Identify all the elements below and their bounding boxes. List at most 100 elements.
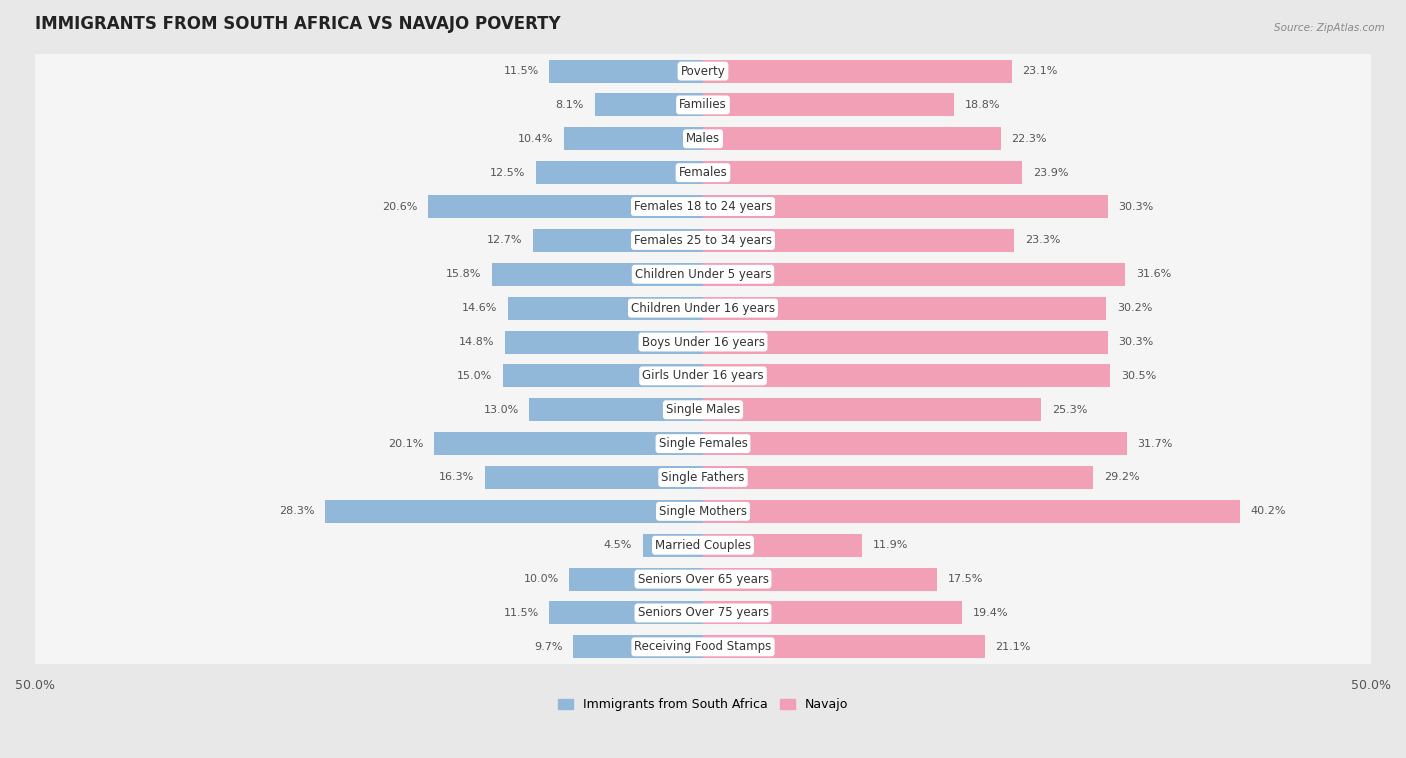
Text: 31.7%: 31.7% xyxy=(1137,439,1173,449)
Text: 10.4%: 10.4% xyxy=(517,134,554,144)
FancyBboxPatch shape xyxy=(1,325,1405,359)
Text: 12.5%: 12.5% xyxy=(489,168,526,177)
Bar xyxy=(574,635,703,659)
Text: 11.9%: 11.9% xyxy=(873,540,908,550)
Text: Receiving Food Stamps: Receiving Food Stamps xyxy=(634,641,772,653)
Bar xyxy=(703,568,936,590)
Text: 17.5%: 17.5% xyxy=(948,574,983,584)
FancyBboxPatch shape xyxy=(1,291,1405,325)
Text: 15.8%: 15.8% xyxy=(446,269,481,279)
Text: Females: Females xyxy=(679,166,727,179)
Text: Source: ZipAtlas.com: Source: ZipAtlas.com xyxy=(1274,23,1385,33)
Text: 23.9%: 23.9% xyxy=(1033,168,1069,177)
FancyBboxPatch shape xyxy=(1,630,1405,664)
FancyBboxPatch shape xyxy=(1,155,1405,190)
Text: Children Under 16 years: Children Under 16 years xyxy=(631,302,775,315)
Bar xyxy=(703,500,1240,523)
Text: Females 18 to 24 years: Females 18 to 24 years xyxy=(634,200,772,213)
Text: 21.1%: 21.1% xyxy=(995,642,1031,652)
Bar xyxy=(703,330,1108,353)
FancyBboxPatch shape xyxy=(1,122,1405,155)
Bar xyxy=(643,534,703,556)
Bar xyxy=(550,60,703,83)
Text: Single Fathers: Single Fathers xyxy=(661,471,745,484)
Text: Poverty: Poverty xyxy=(681,64,725,77)
Text: 19.4%: 19.4% xyxy=(973,608,1008,618)
Text: 23.3%: 23.3% xyxy=(1025,236,1060,246)
Text: 30.5%: 30.5% xyxy=(1121,371,1156,381)
Text: Seniors Over 75 years: Seniors Over 75 years xyxy=(637,606,769,619)
Text: 9.7%: 9.7% xyxy=(534,642,562,652)
Bar xyxy=(325,500,703,523)
Bar xyxy=(703,432,1126,455)
Bar xyxy=(703,229,1014,252)
Legend: Immigrants from South Africa, Navajo: Immigrants from South Africa, Navajo xyxy=(553,693,853,716)
Bar xyxy=(703,93,955,117)
Text: 30.3%: 30.3% xyxy=(1119,337,1154,347)
Text: 40.2%: 40.2% xyxy=(1251,506,1286,516)
Bar xyxy=(703,466,1092,489)
Bar xyxy=(703,195,1108,218)
Text: 16.3%: 16.3% xyxy=(439,472,475,483)
Text: 22.3%: 22.3% xyxy=(1011,134,1047,144)
FancyBboxPatch shape xyxy=(1,494,1405,528)
Text: Single Females: Single Females xyxy=(658,437,748,450)
FancyBboxPatch shape xyxy=(1,562,1405,596)
FancyBboxPatch shape xyxy=(1,528,1405,562)
Bar xyxy=(485,466,703,489)
Bar xyxy=(703,263,1125,286)
Bar xyxy=(508,296,703,320)
Text: 12.7%: 12.7% xyxy=(486,236,523,246)
Text: IMMIGRANTS FROM SOUTH AFRICA VS NAVAJO POVERTY: IMMIGRANTS FROM SOUTH AFRICA VS NAVAJO P… xyxy=(35,15,561,33)
FancyBboxPatch shape xyxy=(1,224,1405,258)
Text: 11.5%: 11.5% xyxy=(503,66,538,76)
Bar xyxy=(536,161,703,184)
Text: 29.2%: 29.2% xyxy=(1104,472,1139,483)
Text: 31.6%: 31.6% xyxy=(1136,269,1171,279)
Bar xyxy=(703,398,1040,421)
FancyBboxPatch shape xyxy=(1,393,1405,427)
Text: 23.1%: 23.1% xyxy=(1022,66,1057,76)
Bar xyxy=(703,127,1001,150)
Bar xyxy=(703,601,962,625)
Text: Seniors Over 65 years: Seniors Over 65 years xyxy=(637,572,769,586)
Text: 15.0%: 15.0% xyxy=(457,371,492,381)
Text: 28.3%: 28.3% xyxy=(278,506,314,516)
FancyBboxPatch shape xyxy=(1,596,1405,630)
Text: 13.0%: 13.0% xyxy=(484,405,519,415)
Text: 20.1%: 20.1% xyxy=(388,439,423,449)
Text: Single Mothers: Single Mothers xyxy=(659,505,747,518)
Text: 30.2%: 30.2% xyxy=(1118,303,1153,313)
Text: 30.3%: 30.3% xyxy=(1119,202,1154,211)
Bar xyxy=(703,365,1111,387)
FancyBboxPatch shape xyxy=(1,190,1405,224)
Bar xyxy=(533,229,703,252)
Bar xyxy=(703,534,862,556)
FancyBboxPatch shape xyxy=(1,427,1405,461)
Text: Girls Under 16 years: Girls Under 16 years xyxy=(643,369,763,382)
Bar xyxy=(434,432,703,455)
Bar xyxy=(703,296,1107,320)
Text: 25.3%: 25.3% xyxy=(1052,405,1087,415)
FancyBboxPatch shape xyxy=(1,88,1405,122)
Bar xyxy=(569,568,703,590)
Text: Females 25 to 34 years: Females 25 to 34 years xyxy=(634,234,772,247)
Text: 18.8%: 18.8% xyxy=(965,100,1000,110)
Text: 11.5%: 11.5% xyxy=(503,608,538,618)
Text: 8.1%: 8.1% xyxy=(555,100,583,110)
Bar xyxy=(564,127,703,150)
Bar xyxy=(502,365,703,387)
Text: Children Under 5 years: Children Under 5 years xyxy=(634,268,772,280)
FancyBboxPatch shape xyxy=(1,54,1405,88)
Text: Single Males: Single Males xyxy=(666,403,740,416)
Text: Boys Under 16 years: Boys Under 16 years xyxy=(641,336,765,349)
Bar xyxy=(505,330,703,353)
Text: 14.8%: 14.8% xyxy=(460,337,495,347)
Bar xyxy=(492,263,703,286)
Text: Males: Males xyxy=(686,133,720,146)
Bar xyxy=(529,398,703,421)
Bar xyxy=(550,601,703,625)
Bar xyxy=(703,60,1011,83)
Bar xyxy=(595,93,703,117)
Text: Married Couples: Married Couples xyxy=(655,539,751,552)
